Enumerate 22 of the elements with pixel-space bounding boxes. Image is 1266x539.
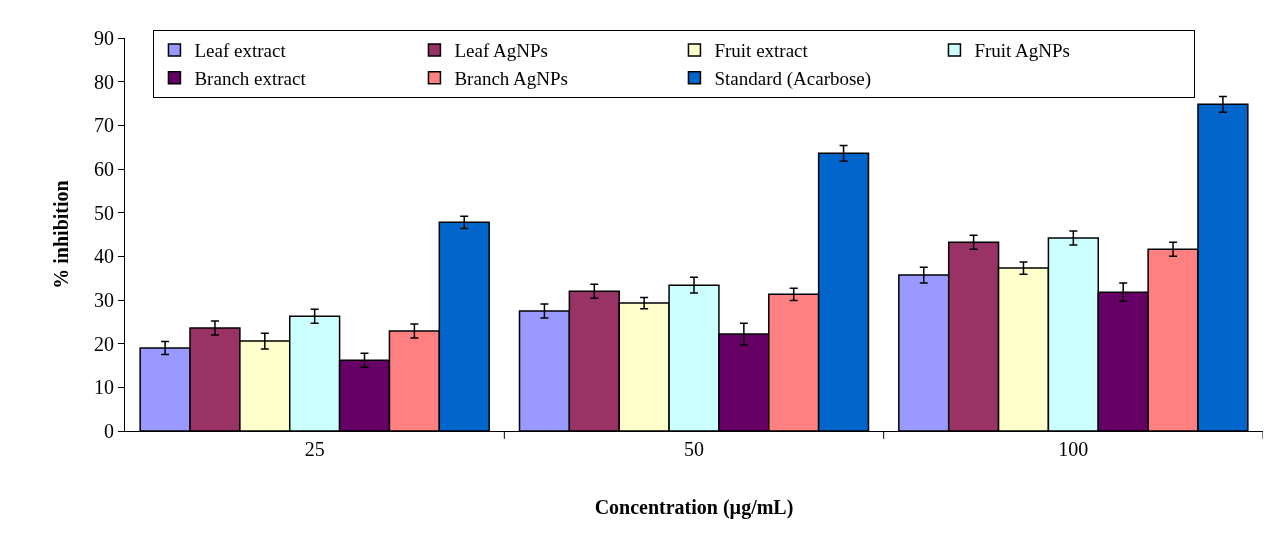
legend-label: Leaf extract: [194, 40, 287, 62]
legend-label: Fruit AgNPs: [974, 40, 1071, 62]
legend-label: Branch AgNPs: [454, 68, 568, 90]
legend-label: Fruit extract: [714, 40, 809, 62]
y-tick-label: 60: [94, 158, 114, 180]
y-tick-label: 80: [94, 70, 114, 93]
x-tick-label: 50: [684, 438, 704, 460]
y-tick-label: 40: [94, 245, 114, 268]
y-axis-title: % inhibition: [49, 180, 72, 289]
y-tick-label: 30: [94, 289, 114, 311]
y-tick-label: 0: [104, 420, 114, 442]
x-tick-label: 100: [1058, 438, 1089, 460]
y-tick-label: 20: [94, 332, 114, 355]
y-tick-label: 10: [94, 376, 114, 399]
legend-label: Standard (Acarbose): [714, 68, 872, 91]
legend-label: Leaf AgNPs: [454, 40, 548, 62]
x-tick-label: 25: [304, 438, 325, 460]
legend-label: Branch extract: [194, 68, 307, 90]
y-tick-label: 90: [94, 27, 114, 49]
y-tick-label: 50: [94, 201, 114, 224]
y-tick-label: 70: [94, 114, 114, 137]
x-axis-title: Concentration (µg/mL): [594, 495, 794, 519]
